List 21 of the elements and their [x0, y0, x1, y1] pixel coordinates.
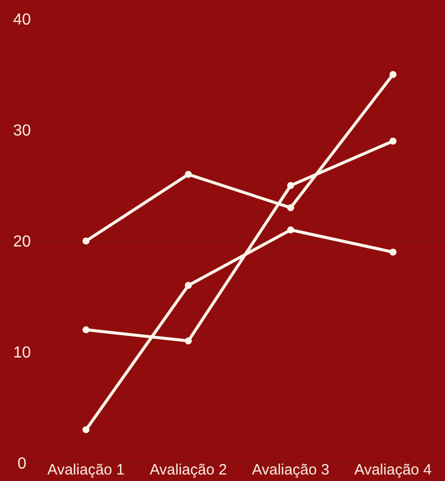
point — [287, 204, 294, 212]
point — [390, 71, 396, 78]
y-tick-label: 10 — [13, 344, 31, 362]
point — [287, 226, 294, 234]
x-tick-label: Avaliação 2 — [150, 462, 227, 479]
y-tick-label: 30 — [13, 122, 31, 140]
point — [390, 248, 396, 256]
x-tick-label: Avaliação 1 — [47, 462, 125, 479]
point — [184, 282, 192, 289]
y-tick-label: 20 — [13, 234, 31, 251]
point — [184, 337, 192, 344]
y-tick-label: 0 — [18, 456, 27, 473]
point — [82, 238, 90, 244]
point — [184, 170, 192, 178]
y-tick-label: 40 — [13, 12, 31, 29]
x-tick-label: Avaliação 3 — [252, 462, 330, 479]
point — [390, 138, 396, 145]
point — [287, 182, 294, 189]
point — [82, 426, 90, 434]
x-tick-label: Avaliação 4 — [354, 462, 432, 479]
point — [82, 326, 90, 334]
